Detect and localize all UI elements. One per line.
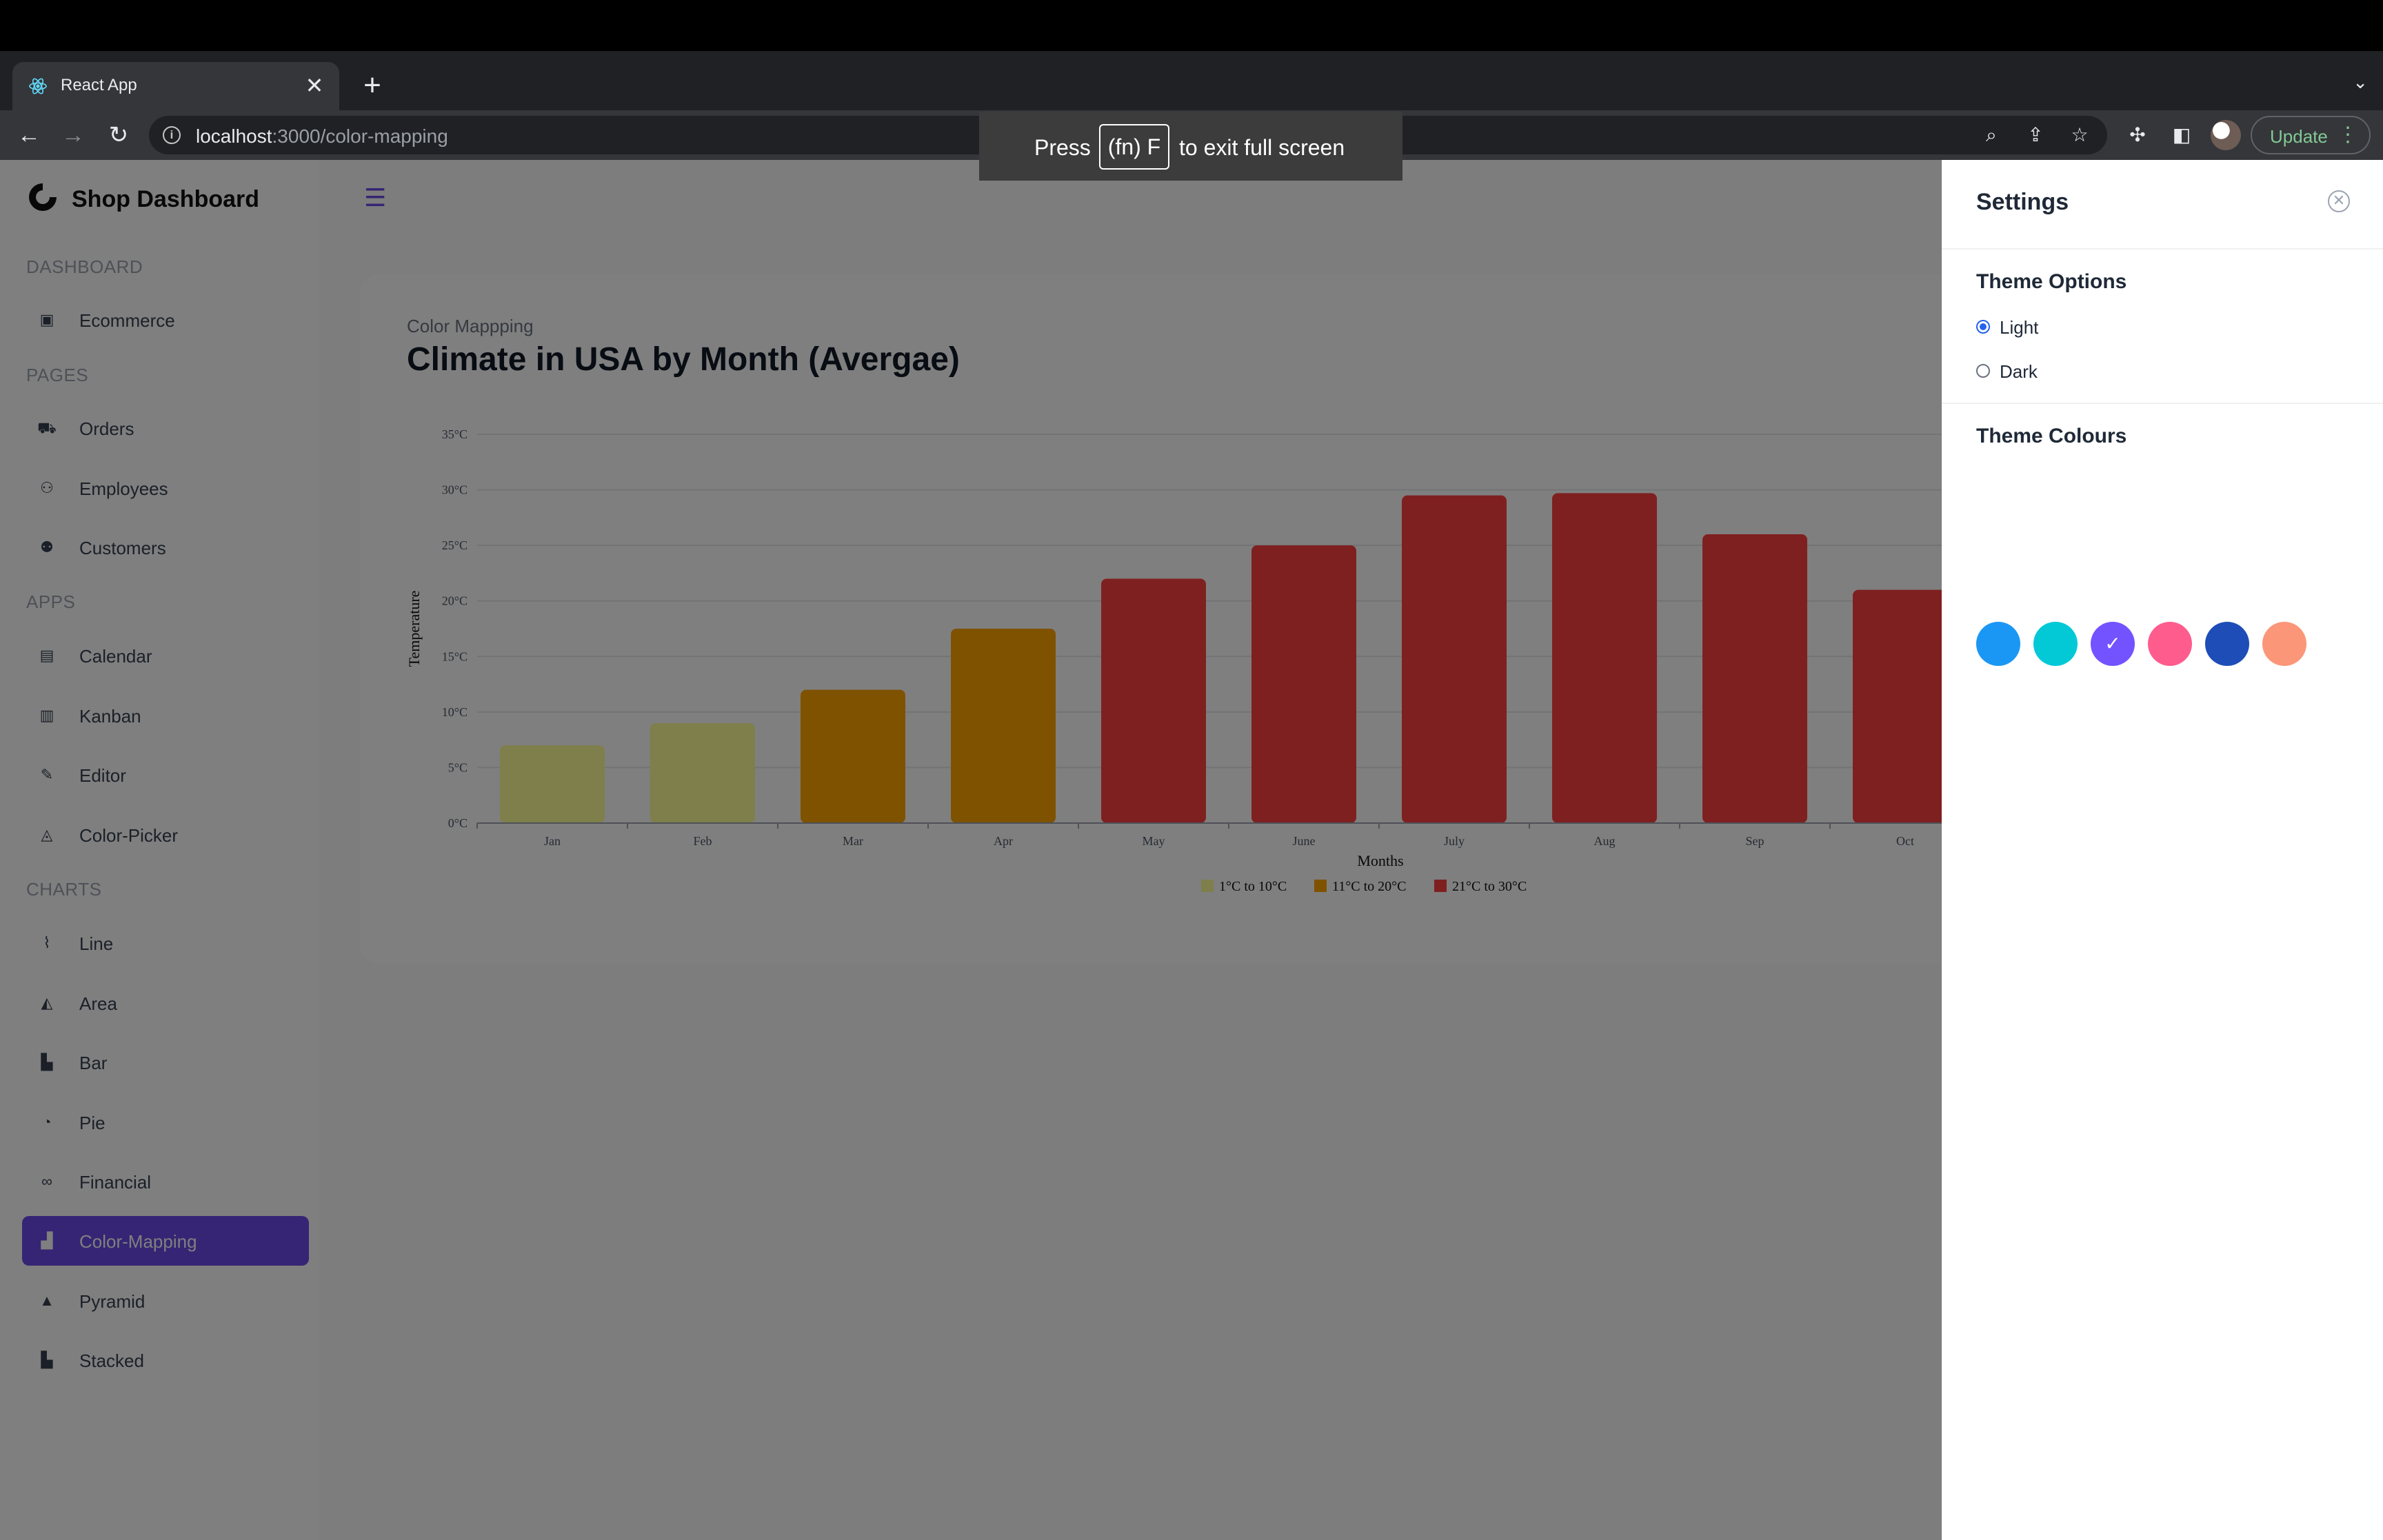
theme-colour-swatch[interactable]	[2033, 622, 2078, 666]
theme-colours-heading: Theme Colours	[1976, 425, 2127, 447]
fullscreen-key: (fn) F	[1099, 124, 1169, 170]
divider	[1942, 403, 2383, 404]
tab-search-chevron-icon[interactable]: ⌄	[2353, 72, 2368, 92]
theme-colour-swatch[interactable]	[1976, 622, 2020, 666]
close-tab-icon[interactable]: ✕	[305, 73, 324, 98]
dark-label: Dark	[2000, 361, 2038, 382]
theme-options-heading: Theme Options	[1976, 270, 2127, 293]
back-arrow-icon[interactable]: ←	[17, 122, 41, 148]
reload-icon[interactable]: ↻	[108, 122, 129, 148]
zoom-icon[interactable]: ⌕	[1986, 124, 1997, 145]
react-logo-icon	[29, 78, 47, 94]
bookmark-star-icon[interactable]: ☆	[2071, 124, 2089, 145]
url-host: localhost	[196, 125, 272, 147]
site-info-icon[interactable]: i	[163, 126, 181, 144]
tab-title: React App	[61, 76, 137, 94]
update-label: Update	[2270, 126, 2328, 147]
light-radio[interactable]	[1976, 320, 1990, 334]
close-icon[interactable]: ✕	[2328, 190, 2350, 212]
profile-avatar[interactable]	[2211, 120, 2241, 150]
app-window: Shop Dashboard DASHBOARD ▣ Ecommerce PAG…	[0, 160, 2383, 1540]
url-path: :3000/color-mapping	[272, 125, 448, 147]
forward-arrow-icon[interactable]: →	[61, 122, 85, 148]
fullscreen-press-text: Press	[1034, 135, 1091, 160]
dark-radio[interactable]	[1976, 364, 1990, 378]
modal-backdrop[interactable]	[0, 160, 1942, 1540]
menu-dots-icon: ⋮	[2337, 123, 2358, 146]
settings-panel: Settings ✕ Theme Options Light Dark Them…	[1942, 160, 2383, 1540]
extensions-icon[interactable]: ✣	[2129, 124, 2146, 145]
theme-colour-swatch[interactable]	[2205, 622, 2249, 666]
browser-tab-strip: React App ✕ + ⌄	[0, 51, 2383, 110]
fullscreen-rest-text: to exit full screen	[1179, 135, 1345, 160]
fullscreen-toast: Press (fn) F to exit full screen	[979, 112, 1402, 181]
check-icon: ✓	[2104, 633, 2121, 654]
theme-colour-swatch[interactable]: ✓	[2091, 622, 2135, 666]
theme-colour-swatch[interactable]	[2262, 622, 2306, 666]
share-icon[interactable]: ⇪	[2027, 124, 2044, 145]
update-button[interactable]: Update ⋮	[2251, 116, 2371, 154]
screen-top-bar	[0, 0, 2383, 51]
url-text: localhost:3000/color-mapping	[196, 125, 448, 148]
new-tab-button[interactable]: +	[363, 68, 381, 102]
browser-tab[interactable]: React App ✕	[12, 62, 339, 110]
theme-colour-swatch[interactable]	[2148, 622, 2192, 666]
settings-title: Settings	[1976, 189, 2069, 215]
light-label: Light	[2000, 317, 2039, 338]
divider	[1942, 248, 2383, 250]
side-panel-icon[interactable]: ◧	[2172, 124, 2191, 145]
